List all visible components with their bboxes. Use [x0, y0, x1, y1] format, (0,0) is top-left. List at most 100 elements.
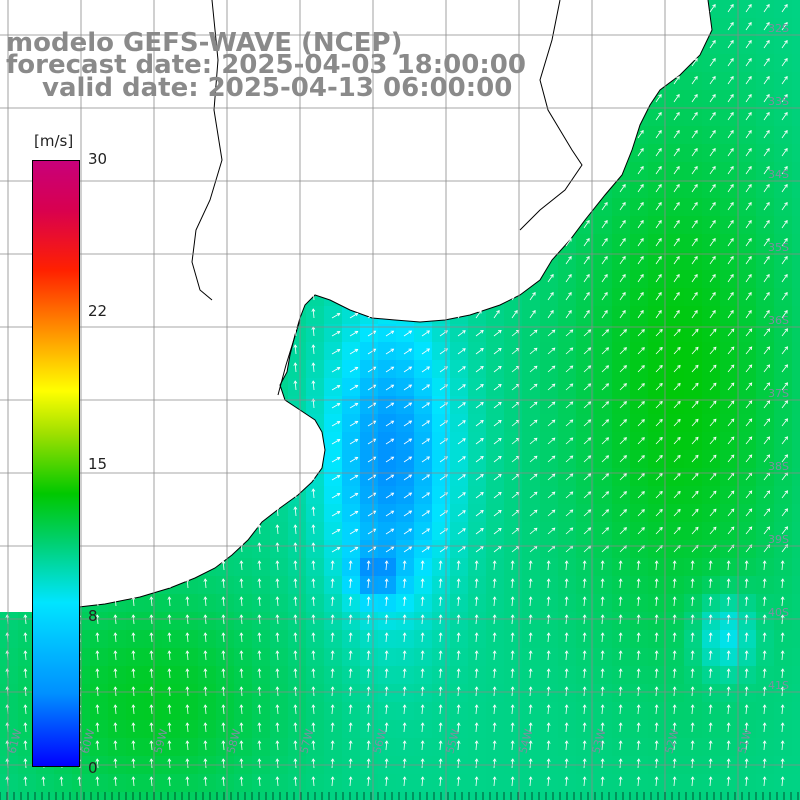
wind-arrow-head	[730, 39, 734, 44]
wind-arrow-head	[658, 147, 662, 152]
wind-arrow	[349, 403, 358, 409]
wind-arrow	[385, 474, 394, 481]
wind-arrow-head	[510, 704, 515, 708]
wind-arrow	[727, 382, 735, 391]
wind-arrow	[781, 238, 788, 247]
wind-arrow-head	[311, 668, 316, 672]
wind-arrow-head	[372, 366, 377, 371]
wind-arrow-head	[582, 614, 587, 618]
wind-arrow-head	[480, 438, 484, 442]
wind-arrow-head	[694, 183, 698, 188]
wind-arrow	[493, 776, 496, 787]
wind-arrow-head	[694, 328, 699, 333]
wind-arrow-head	[640, 255, 644, 260]
wind-arrow	[204, 614, 207, 625]
wind-arrow-head	[257, 542, 262, 546]
wind-arrow	[349, 668, 352, 679]
wind-arrow-head	[623, 401, 627, 405]
wind-arrow	[385, 704, 388, 715]
wind-arrow	[312, 326, 315, 337]
wind-arrow-head	[618, 722, 623, 726]
wind-arrow	[781, 382, 788, 391]
wind-arrow-head	[492, 740, 497, 744]
wind-arrow-head	[605, 329, 610, 333]
wind-arrow-head	[372, 546, 377, 551]
wind-arrow-head	[582, 650, 587, 654]
wind-arrow-head	[708, 578, 713, 582]
wind-arrow	[403, 650, 406, 661]
wind-arrow	[457, 420, 466, 427]
wind-arrow	[511, 650, 514, 661]
wind-arrow-head	[480, 420, 484, 424]
wind-arrow-head	[694, 273, 698, 278]
wind-arrow	[745, 94, 752, 103]
wind-arrow-head	[221, 632, 226, 636]
wind-arrow	[781, 364, 788, 373]
wind-arrow	[583, 238, 590, 247]
wind-arrow	[601, 686, 604, 697]
wind-arrow	[493, 366, 502, 373]
wind-arrow-head	[113, 776, 118, 780]
wind-arrow-head	[420, 560, 425, 564]
wind-arrow-head	[762, 578, 767, 582]
wind-arrow	[583, 509, 591, 517]
wind-arrow	[601, 560, 604, 571]
wind-arrow	[601, 527, 609, 535]
wind-arrow	[222, 578, 225, 589]
wind-arrow-head	[587, 347, 592, 351]
wind-arrow	[475, 668, 478, 679]
wind-arrow	[421, 560, 424, 571]
wind-arrow	[475, 776, 478, 787]
wind-arrow	[385, 330, 394, 337]
wind-arrow-head	[456, 704, 461, 708]
wind-arrow	[673, 578, 676, 589]
wind-arrow	[763, 776, 766, 787]
wind-arrow-head	[185, 704, 190, 708]
wind-arrow	[367, 510, 376, 517]
wind-arrow	[655, 545, 663, 553]
wind-arrow	[276, 686, 279, 697]
wind-arrow-head	[582, 578, 587, 582]
wind-arrow-head	[712, 273, 716, 278]
wind-arrow	[763, 274, 770, 283]
wind-arrow	[258, 560, 261, 571]
wind-arrow	[96, 668, 99, 679]
wind-arrow-head	[336, 403, 341, 407]
wind-arrow	[367, 366, 376, 373]
wind-arrow-head	[528, 686, 533, 690]
wind-arrow	[493, 546, 502, 553]
wind-arrow-head	[744, 758, 749, 762]
wind-arrow-head	[533, 365, 538, 370]
wind-arrow	[583, 596, 586, 607]
wind-arrow	[619, 292, 626, 301]
wind-arrow-head	[730, 75, 734, 80]
wind-arrow-head	[257, 524, 262, 528]
wind-arrow-head	[744, 704, 749, 708]
wind-arrow-head	[762, 632, 767, 636]
wind-arrow-head	[149, 776, 154, 780]
wind-arrow	[673, 383, 681, 391]
wind-arrow-head	[694, 147, 698, 152]
wind-arrow	[529, 455, 538, 463]
wind-arrow-head	[748, 237, 752, 242]
wind-arrow	[511, 596, 514, 607]
wind-arrow-head	[498, 401, 502, 406]
wind-arrow	[331, 367, 340, 373]
wind-arrow-head	[730, 400, 735, 405]
wind-arrow-head	[311, 524, 316, 528]
wind-arrow-head	[605, 437, 610, 441]
wind-arrow-head	[275, 506, 280, 510]
wind-arrow	[511, 704, 514, 715]
wind-arrow	[745, 526, 753, 535]
wind-arrow	[763, 758, 766, 769]
wind-arrow-head	[748, 3, 752, 8]
wind-arrow-head	[438, 740, 443, 744]
wind-arrow	[403, 438, 412, 445]
wind-arrow	[276, 524, 279, 535]
wind-arrow-head	[149, 758, 154, 762]
wind-arrow-head	[762, 668, 767, 672]
wind-arrow	[655, 310, 662, 319]
wind-arrow-head	[748, 490, 753, 495]
wind-arrow-head	[311, 704, 316, 708]
wind-arrow-head	[390, 366, 395, 370]
